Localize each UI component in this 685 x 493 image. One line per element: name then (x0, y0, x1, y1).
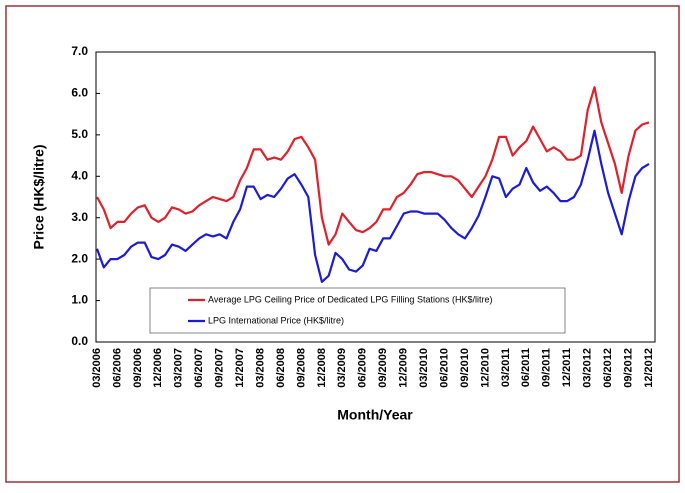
legend-label: LPG International Price (HK$/litre) (208, 315, 344, 325)
x-tick-label: 03/2011 (500, 348, 512, 387)
y-axis-title: Price (HK$/litre) (31, 144, 47, 249)
x-tick-label: 06/2010 (438, 348, 450, 388)
x-tick-label: 09/2008 (295, 348, 307, 388)
x-tick-label: 03/2006 (91, 348, 103, 388)
x-tick-label: 06/2011 (520, 348, 532, 387)
x-tick-label: 06/2008 (275, 348, 287, 388)
x-tick-label: 12/2011 (561, 348, 573, 387)
y-tick-label: 6.0 (71, 86, 88, 100)
x-tick-label: 09/2006 (132, 348, 144, 388)
x-tick-label: 06/2007 (193, 348, 205, 388)
x-tick-label: 06/2012 (602, 348, 614, 388)
series-line (96, 86, 650, 246)
y-tick-label: 5.0 (71, 127, 88, 141)
y-tick-label: 7.0 (71, 44, 88, 58)
x-tick-label: 09/2011 (541, 348, 553, 387)
x-tick-label: 03/2010 (418, 348, 430, 388)
legend: Average LPG Ceiling Price of Dedicated L… (149, 287, 566, 334)
x-tick-label: 03/2012 (582, 348, 594, 388)
y-tick-label: 2.0 (71, 251, 88, 265)
series-line (95, 129, 650, 283)
x-tick-label: 12/2010 (479, 348, 491, 388)
x-tick-label: 03/2008 (254, 348, 266, 388)
x-tick-label: 06/2006 (111, 348, 123, 388)
x-tick-label: 12/2008 (316, 348, 328, 388)
x-tick-label: 03/2009 (336, 348, 348, 388)
x-tick-label: 09/2009 (377, 348, 389, 388)
x-tick-label: 09/2012 (622, 348, 634, 388)
x-tick-label: 12/2009 (398, 348, 410, 388)
legend-box (149, 287, 566, 334)
x-tick-label: 09/2007 (214, 348, 226, 388)
y-tick-label: 3.0 (71, 210, 88, 224)
y-tick-label: 0.0 (71, 334, 88, 348)
x-tick-label: 12/2007 (234, 348, 246, 388)
legend-label: Average LPG Ceiling Price of Dedicated L… (208, 294, 492, 304)
x-tick-label: 03/2007 (173, 348, 185, 388)
x-tick-label: 09/2010 (459, 348, 471, 388)
x-tick-label: 12/2012 (643, 348, 655, 388)
x-tick-label: 12/2006 (152, 348, 164, 388)
plot-frame (95, 51, 656, 343)
x-tick-label: 06/2009 (357, 348, 369, 388)
outer-frame (5, 5, 680, 483)
x-axis-title: Month/Year (337, 407, 413, 423)
y-tick-label: 1.0 (71, 293, 88, 307)
y-tick-label: 4.0 (71, 168, 88, 182)
